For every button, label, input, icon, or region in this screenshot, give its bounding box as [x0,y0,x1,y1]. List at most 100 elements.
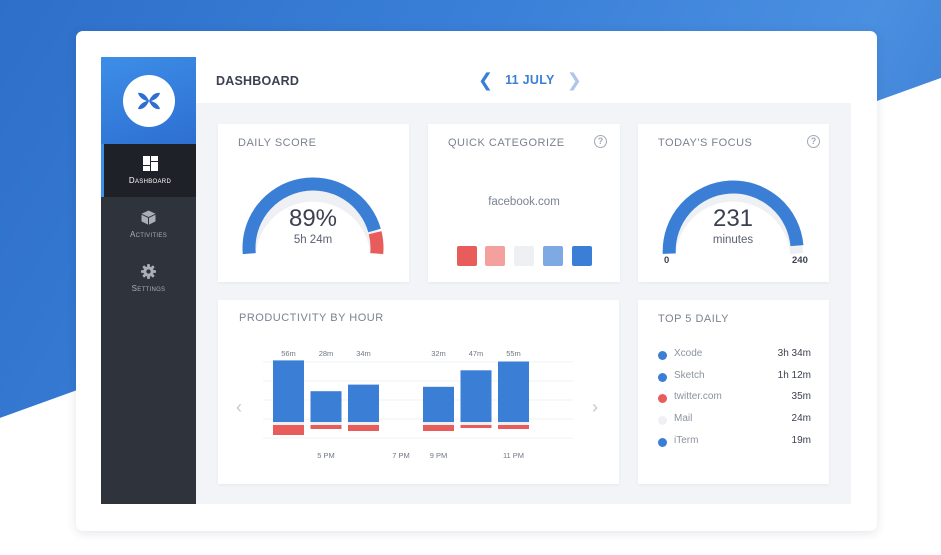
app-time: 24m [791,413,811,425]
app-name: Sketch [674,369,705,381]
sidebar-item-label: Dashboard [128,176,172,185]
neutral-gap [498,422,529,425]
sidebar-item-settings[interactable]: Settings [101,252,196,305]
list-item[interactable]: Xcode 3h 34m [658,348,811,362]
productive-bar [310,391,342,422]
cube-icon [141,210,156,225]
category-neutral-button[interactable] [514,246,534,266]
app-time: 19m [791,434,811,446]
site-name: facebook.com [488,196,560,208]
x-tick-label: 7 PM [392,451,410,460]
list-item[interactable]: Mail 24m [658,413,811,427]
neutral-gap [348,422,379,425]
focus-min-label: 0 [664,255,670,266]
score-value: 89% [288,205,338,232]
top-header: DASHBOARD ❮ 11 JULY ❯ [196,57,851,103]
app-time: 3h 34m [777,348,811,359]
category-dot [658,351,667,360]
productive-bar [423,386,454,422]
chevron-left-icon[interactable]: ❮ [478,70,494,90]
app-time: 1h 12m [777,369,811,381]
x-tick-label: 5 PM [317,451,335,460]
card-title: TOP 5 DAILY [658,313,729,325]
productivity-by-hour-card: PRODUCTIVITY BY HOUR ‹ › 56m 28m 34m 32m 47m… [218,300,619,484]
chevron-right-icon[interactable]: ❯ [566,70,582,90]
productive-bar [348,384,379,422]
bar-value-label: 47m [468,349,484,358]
x-tick-label: 11 PM [502,451,525,460]
category-very-productive-button[interactable] [572,246,592,266]
focus-arc [662,180,804,254]
list-item[interactable]: iTerm 19m [658,435,811,449]
daily-score-gauge [242,177,384,255]
distracting-bar [310,425,342,429]
page-title: DASHBOARD [216,74,300,88]
score-readout: 89% 5h 24m [263,205,363,246]
bar-value-label: 34m [356,349,371,358]
app-name: iTerm [674,434,699,446]
category-very-distracting-button[interactable] [457,246,477,266]
quick-categorize-card: QUICK CATEGORIZE ? facebook.com [428,124,620,282]
bar-value-label: 56m [281,349,296,358]
todays-focus-card: TODAY'S FOCUS ? 231 minutes 0 240 [638,124,829,282]
top5-daily-card: TOP 5 DAILY Xcode 3h 34m Sketch 1h 12m twitt… [638,300,829,484]
chevron-left-icon[interactable]: ‹ [236,397,242,417]
score-arc [242,177,381,255]
card-title: DAILY SCORE [238,137,317,149]
card-title: QUICK CATEGORIZE [448,137,565,149]
focus-unit: minutes [712,234,754,246]
neutral-gap [460,422,492,425]
neutral-gap [310,422,342,425]
focus-readout: 231 minutes [683,205,783,246]
card-title: TODAY'S FOCUS [658,137,753,149]
card-title: PRODUCTIVITY BY HOUR [239,312,384,324]
help-icon[interactable]: ? [594,135,607,148]
distracting-bar [460,425,492,428]
productivity-chart [263,360,573,439]
date-navigator: ❮ 11 JULY ❯ [478,70,582,90]
productive-bar [460,370,492,422]
x-tick-label: 9 PM [429,451,448,460]
focus-gauge [662,180,804,255]
bar-value-label: 28m [318,349,334,358]
category-dot [658,437,667,447]
category-dot [658,372,667,382]
productive-bar [273,360,304,422]
sidebar-item-label: Settings [131,284,166,293]
score-duration: 5h 24m [293,234,333,246]
sidebar-item-activities[interactable]: Activities [101,198,196,251]
sidebar-header [101,57,196,144]
neutral-gap [273,422,304,425]
category-dot [658,394,667,404]
sidebar-item-label: Activities [129,230,167,239]
category-distracting-button[interactable] [485,246,505,266]
focus-value: 231 [712,205,754,232]
focus-max-label: 240 [792,255,808,266]
bar-value-label: 55m [506,349,521,358]
category-dot [658,416,667,426]
sidebar-item-dashboard[interactable]: Dashboard [101,144,196,197]
list-item[interactable]: twitter.com 35m [658,391,811,405]
neutral-gap [423,422,454,425]
app-name: twitter.com [674,391,722,403]
app-name: Mail [674,413,693,425]
daily-score-card: DAILY SCORE 89% 5h 24m [218,124,409,282]
sidebar: Dashboard Activities Settings [101,57,196,504]
list-item[interactable]: Sketch 1h 12m [658,370,811,384]
app-time: 35m [791,391,811,403]
butterfly-logo-icon[interactable] [123,75,175,127]
category-productive-button[interactable] [543,246,563,266]
app-name: Xcode [674,348,703,359]
gear-icon [141,264,156,279]
distracting-bar [498,425,529,429]
productive-bar [498,361,529,422]
bar-value-label: 32m [431,349,446,358]
chevron-right-icon[interactable]: › [592,397,598,417]
help-icon[interactable]: ? [807,135,820,148]
score-negative-arc [368,231,384,255]
grid-icon [142,156,158,171]
current-date: 11 JULY [505,73,555,87]
distracting-bar [348,425,379,431]
distracting-bar [273,425,304,435]
app-window: Dashboard Activities Settings [101,57,851,504]
